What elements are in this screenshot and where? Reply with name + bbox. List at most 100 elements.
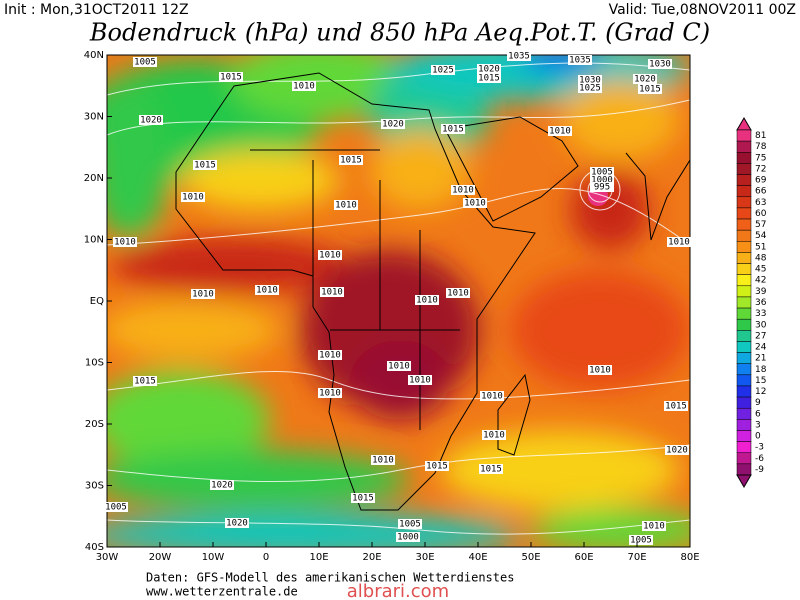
isobar-label: 1030: [579, 76, 601, 86]
isobar-label-bg: [590, 182, 614, 192]
isobar-label-bg: [463, 198, 487, 208]
lat-label: 30S: [85, 481, 104, 492]
colorbar-label: 0: [755, 432, 761, 442]
isobar-label-bg: [104, 502, 128, 512]
isobar-label-bg: [477, 73, 501, 83]
isobar-label-bg: [642, 521, 666, 531]
isobar-label: 1035: [569, 56, 591, 66]
colorbar-box: [736, 419, 752, 431]
isobar-label: 1015: [639, 85, 661, 95]
colorbar-label: 12: [755, 387, 766, 397]
isobar-label-bg: [415, 295, 439, 305]
isobar-label: 1005: [105, 503, 127, 513]
colorbar-box: [736, 196, 752, 209]
colorbar-label: 57: [755, 220, 766, 230]
isobar-label-bg: [396, 532, 420, 542]
isobar-label: 1005: [134, 58, 156, 68]
isobar-label: 1010: [409, 376, 431, 386]
isobar-label-bg: [318, 388, 342, 398]
lon-label: 40E: [468, 552, 487, 563]
isobar-label-bg: [320, 287, 344, 297]
website: www.wetterzentrale.de: [146, 585, 298, 599]
lat-label: EQ: [90, 296, 104, 307]
isobar-label: 1015: [134, 377, 156, 387]
isobar-label: 1020: [478, 65, 500, 75]
lat-label: 40S: [85, 542, 104, 553]
isobar-label: 1010: [483, 431, 505, 441]
colorbar-box: [736, 463, 752, 476]
isobar-label-bg: [507, 51, 531, 61]
isobar-label-bg: [578, 83, 602, 93]
isobar-label: 1010: [319, 251, 341, 261]
lon-label: 30E: [415, 552, 434, 563]
isobar-label-bg: [588, 365, 612, 375]
lat-label: 30N: [84, 112, 104, 123]
isobar-label-bg: [664, 401, 688, 411]
lon-label: 10E: [309, 552, 328, 563]
colorbar-box: [736, 352, 752, 364]
isobar-label-bg: [339, 155, 363, 165]
isobar-label: 1020: [211, 481, 233, 491]
isobar-label-bg: [482, 430, 506, 440]
colorbar-box: [736, 152, 752, 164]
isobar-label: 1010: [372, 456, 394, 466]
colorbar-box: [736, 140, 752, 153]
isobar-label-bg: [425, 461, 449, 471]
colorbar-box: [736, 407, 752, 420]
colorbar-box: [736, 341, 752, 353]
isobar-label: 1015: [665, 402, 687, 412]
isobar-label: 1005: [399, 520, 421, 530]
isobar-label: 1010: [321, 288, 343, 298]
isobar-label: 1020: [634, 75, 656, 85]
colorbar-label: 24: [755, 343, 767, 353]
lon-label: 0: [263, 552, 269, 563]
isobar-label: 1015: [426, 462, 448, 472]
isobar-label: 1010: [319, 351, 341, 361]
isobar-label-bg: [629, 535, 653, 545]
isobar-label-bg: [590, 167, 614, 177]
colorbar-box: [736, 263, 752, 275]
isobar-label-bg: [638, 84, 662, 94]
lon-label: 20E: [362, 552, 381, 563]
isobar-label-bg: [568, 55, 592, 65]
isobar-label-bg: [665, 445, 689, 455]
isobar-label: 1035: [508, 52, 530, 62]
isobar-label: 1015: [340, 156, 362, 166]
colorbar-box: [736, 296, 752, 309]
isobar-label: 1010: [416, 296, 438, 306]
isobar-label: 1015: [478, 74, 500, 84]
isobar-label: 1010: [549, 127, 571, 137]
isobar-label: 1020: [226, 519, 248, 529]
isobar-label-bg: [648, 59, 672, 69]
colorbar-label: 18: [755, 365, 767, 375]
colorbar-box: [736, 163, 752, 175]
colorbar-label: 72: [755, 164, 766, 174]
colorbar-box: [736, 185, 752, 198]
lon-label: 80E: [680, 552, 699, 563]
colorbar-box: [736, 241, 752, 253]
colorbar-box: [736, 441, 752, 453]
isobar-label-bg: [219, 72, 243, 82]
watermark: albrari.com: [347, 581, 449, 600]
colorbar-box: [736, 318, 752, 331]
init-time: Init : Mon,31OCT2011 12Z: [4, 2, 189, 18]
lat-label: 40N: [84, 50, 104, 61]
lon-label: 60E: [574, 552, 593, 563]
isobar-label-bg: [210, 480, 234, 490]
colorbar-label: 33: [755, 309, 766, 319]
isobar-label-bg: [292, 81, 316, 91]
lat-label: 20N: [84, 173, 104, 184]
colorbar-label: 9: [755, 398, 761, 408]
colorbar-label: -6: [755, 454, 764, 464]
isobar-label-bg: [334, 200, 358, 210]
colorbar-box: [736, 363, 752, 376]
isobar-label: 1010: [481, 392, 503, 402]
isobar-label-bg: [441, 124, 465, 134]
isobar-label: 1015: [442, 125, 464, 135]
isobar-label: 1010: [452, 186, 474, 196]
isobar-label: 1010: [335, 201, 357, 211]
coastlines: [175, 72, 690, 511]
isobar-label: 1010: [464, 199, 486, 209]
